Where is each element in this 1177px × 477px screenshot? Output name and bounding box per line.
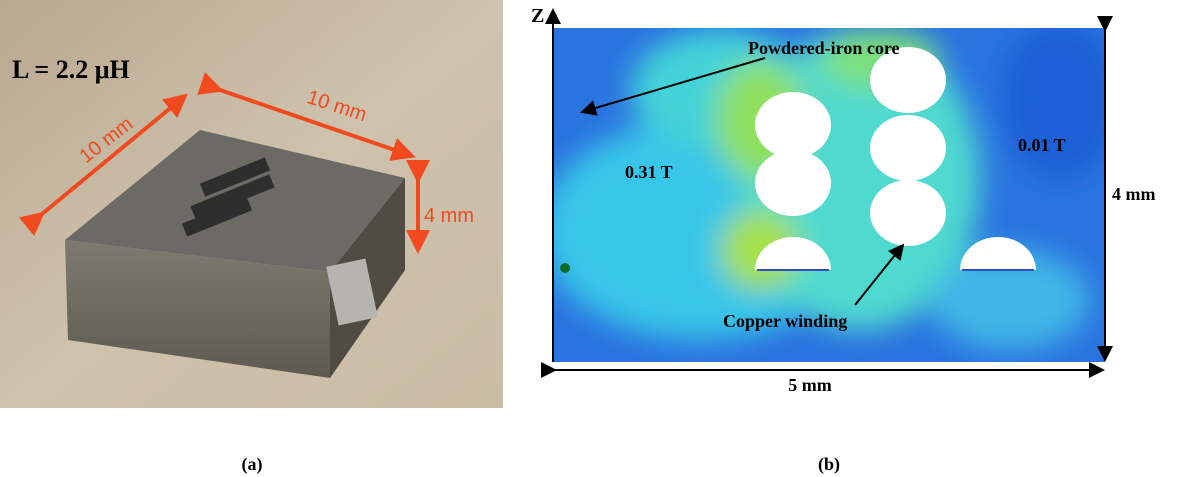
dimension-label: 4 mm (424, 205, 474, 227)
inductance-label: L = 2.2 μH (12, 55, 130, 84)
figure: L = 2.2 μH 10 mm 10 mm 4 mm (a) (0, 0, 1177, 477)
annotation: Copper winding (723, 311, 847, 331)
axis-label: Z (531, 5, 544, 27)
photo-panel: L = 2.2 μH 10 mm 10 mm 4 mm (0, 0, 503, 408)
annotation: Powdered-iron core (748, 38, 899, 58)
caption: (b) (818, 454, 840, 475)
annotation: 0.01 T (1018, 135, 1066, 155)
caption: (a) (242, 454, 263, 475)
dimension-label: 5 mm (788, 375, 832, 395)
dimension-label: 4 mm (1112, 184, 1156, 204)
annotation: 0.31 T (625, 162, 673, 182)
